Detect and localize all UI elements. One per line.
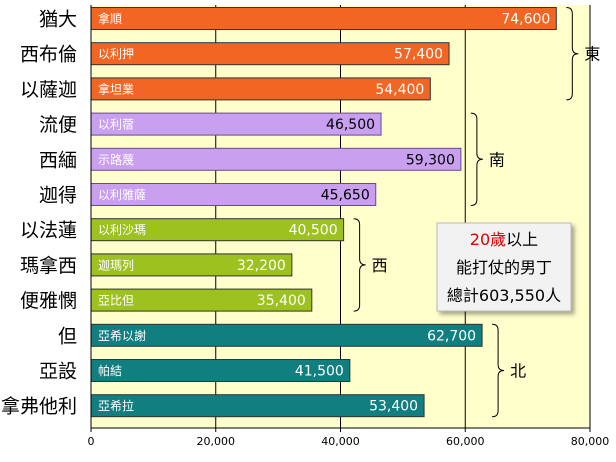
annotation-line2: 能打仗的男丁 <box>456 258 552 277</box>
bar-leader-label: 示路蔑 <box>98 152 134 167</box>
group-label: 南 <box>489 150 505 169</box>
tribe-label: 拿弗他利 <box>1 395 77 418</box>
bar-row: 亞比但 35,400 <box>90 288 313 312</box>
bar-row: 亞希拉 53,400 <box>90 394 425 418</box>
annotation-line1: 以上 <box>506 230 538 249</box>
bar-row: 亞希以謝 62,700 <box>90 323 483 347</box>
bar-row: 拿順 74,600 <box>90 7 557 30</box>
group-label: 西 <box>372 256 388 275</box>
bar-row: 以利押 57,400 <box>90 42 450 66</box>
bar-value-label: 46,500 <box>326 117 375 133</box>
bar-leader-label: 以利沙瑪 <box>98 223 146 237</box>
bar-row: 以利蓿 46,500 <box>90 112 382 136</box>
bar-value-label: 59,300 <box>406 152 455 168</box>
bar-row: 帕結 41,500 <box>90 359 351 382</box>
bar-leader-label: 帕結 <box>98 363 122 378</box>
bar-value-label: 54,400 <box>375 82 424 98</box>
bar-leader-label: 迦瑪列 <box>98 258 134 272</box>
bar-row: 以利雅薩 45,650 <box>90 183 377 206</box>
bar-leader-label: 拿坦業 <box>98 81 134 96</box>
bar-value-label: 57,400 <box>394 47 443 63</box>
bar-value-label: 35,400 <box>257 293 306 309</box>
bar-leader-label: 亞比但 <box>98 294 134 308</box>
tribe-label: 流便 <box>39 114 77 136</box>
x-tick-label: 40,000 <box>321 435 360 448</box>
bar-value-label: 41,500 <box>295 364 344 380</box>
bar <box>90 7 557 30</box>
bar-value-label: 40,500 <box>289 223 338 239</box>
bar <box>90 323 483 347</box>
annotation-line3: 總計603,550人 <box>447 286 561 305</box>
tribe-label: 西緬 <box>39 149 77 171</box>
bar-value-label: 74,600 <box>501 12 550 28</box>
tribe-label: 但 <box>58 325 77 347</box>
bar-leader-label: 亞希以謝 <box>98 328 146 343</box>
group-label: 東 <box>584 45 600 64</box>
bar-row: 示路蔑 59,300 <box>90 147 462 171</box>
tribe-label: 以法蓮 <box>20 220 77 242</box>
bar-leader-label: 以利雅薩 <box>98 187 146 202</box>
tribe-label: 西布倫 <box>20 44 77 66</box>
bar-row: 迦瑪列 32,200 <box>90 253 293 277</box>
x-tick-label: 80,000 <box>571 435 610 448</box>
tribe-label: 瑪拿西 <box>20 254 77 277</box>
group-label: 北 <box>510 362 526 381</box>
bar-value-label: 32,200 <box>237 258 286 274</box>
bar-leader-label: 拿順 <box>98 11 122 26</box>
tribe-label: 便雅憫 <box>20 290 77 312</box>
bar-row: 拿坦業 54,400 <box>90 77 431 101</box>
tribe-label: 迦得 <box>39 185 77 207</box>
bar-value-label: 53,400 <box>369 399 418 415</box>
annotation-box: 20歲以上 能打仗的男丁 總計603,550人 <box>436 222 572 312</box>
x-tick-label: 0 <box>88 435 95 448</box>
bar-row: 以利沙瑪 40,500 <box>90 218 345 242</box>
group-bracket: 北 <box>492 323 526 418</box>
x-tick-label: 20,000 <box>197 435 236 448</box>
bar-leader-label: 以利蓿 <box>98 118 134 132</box>
annotation-highlight: 20歲 <box>470 230 506 249</box>
x-tick-label: 60,000 <box>446 435 485 448</box>
bar-leader-label: 亞希拉 <box>98 398 134 413</box>
tribe-label: 亞設 <box>39 361 77 383</box>
tribe-label: 猶大 <box>39 9 77 31</box>
gridlines <box>215 5 591 428</box>
bar-value-label: 45,650 <box>321 188 370 204</box>
bar-value-label: 62,700 <box>427 328 476 344</box>
bracket-path <box>492 323 505 418</box>
tribe-label: 以薩迦 <box>20 79 77 101</box>
bar-leader-label: 以利押 <box>98 47 134 61</box>
bars: 拿順 74,600 以利押 57,400 拿坦業 54,400 以利蓿 46,500 示路蔑 59… <box>90 7 557 418</box>
x-axis: 0 20,000 40,000 60,000 80,000 <box>88 5 610 448</box>
svg-text:20歲以上: 20歲以上 <box>470 230 538 249</box>
